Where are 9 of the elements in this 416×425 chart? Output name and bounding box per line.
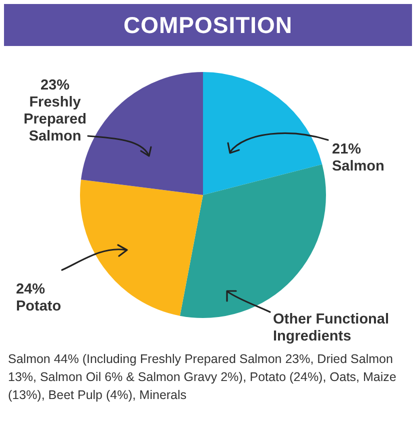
data-label: 24% bbox=[16, 281, 46, 298]
slice-label: Other Functional Ingredients bbox=[273, 311, 389, 344]
chart-title: COMPOSITION bbox=[4, 4, 412, 46]
text: Salmon 44% (Including Freshly Prepared Salmon 23%, Dried Salmon 13%, Salmon Oil 6% & Salmon Gravy 2%), Potato (24%), Oats, Maize (13%), Beet Pulp (4%), Minerals bbox=[8, 351, 398, 404]
slice-label: Potato bbox=[16, 298, 62, 314]
slice-label: Freshly Prepared Salmon bbox=[24, 94, 86, 144]
slice-label: Salmon bbox=[332, 158, 384, 174]
data-label: 21% bbox=[332, 141, 362, 158]
data-label: 23% bbox=[40, 77, 70, 94]
